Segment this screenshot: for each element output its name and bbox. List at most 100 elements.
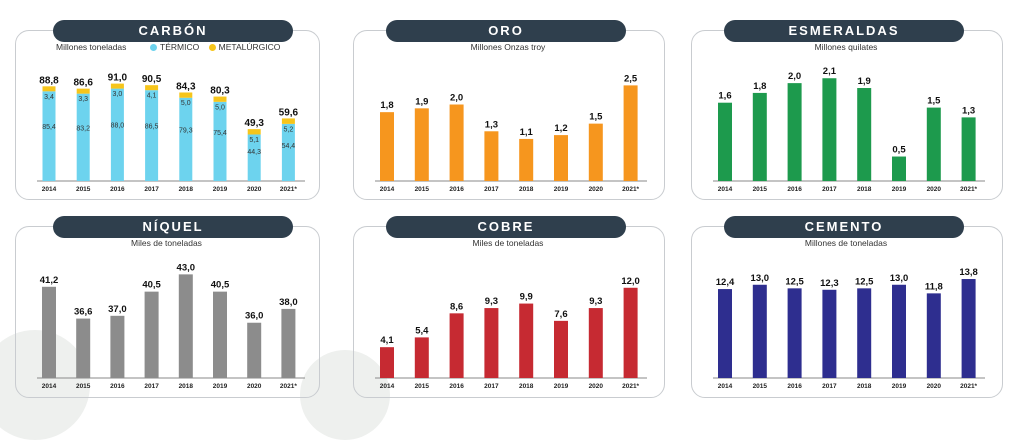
bar <box>787 288 802 378</box>
bar <box>588 308 603 378</box>
data-label: 1,3 <box>962 105 975 116</box>
data-label: 1,8 <box>753 81 766 92</box>
bar-metalurgico <box>179 92 193 98</box>
bar <box>623 287 638 378</box>
bar-metalurgico <box>110 83 124 89</box>
data-label-metalurgico: 3,3 <box>78 96 88 103</box>
chart-cemento: 2014 12,4 2015 13,0 2016 12,5 2017 12,3 2018 12,5… <box>713 267 985 390</box>
chart-title-cemento: CEMENTO <box>724 216 964 238</box>
x-tick-label: 2015 <box>753 383 768 390</box>
bar <box>718 289 732 378</box>
bar <box>380 112 394 181</box>
bar-metalurgico <box>281 118 295 124</box>
bar <box>247 322 262 378</box>
chart-unit-oro: Millones Onzas troy <box>470 42 546 52</box>
x-tick-label: 2021* <box>960 186 977 193</box>
data-label-metalurgico: 5,2 <box>284 126 294 133</box>
x-tick-label: 2016 <box>787 186 802 193</box>
bar-termico <box>213 101 227 181</box>
bar <box>144 291 159 378</box>
bar <box>449 104 464 181</box>
data-label: 1,6 <box>718 91 731 102</box>
x-tick-label: 2019 <box>554 383 569 390</box>
data-label-metalurgico: 5,0 <box>215 104 225 111</box>
bar <box>961 279 976 378</box>
bar-termico <box>110 88 124 181</box>
x-tick-label: 2016 <box>449 186 464 193</box>
data-label: 13,0 <box>751 273 770 284</box>
data-label-termico: 54,4 <box>282 143 296 150</box>
legend-swatch-termico <box>150 43 157 51</box>
bar <box>484 131 499 181</box>
x-tick-label: 2015 <box>76 186 91 193</box>
data-label-termico: 44,3 <box>247 149 261 156</box>
data-label: 1,9 <box>415 96 428 107</box>
bar-termico <box>247 134 261 181</box>
data-label: 40,5 <box>142 280 161 291</box>
data-label: 7,6 <box>554 309 567 320</box>
x-tick-label: 2020 <box>927 383 942 390</box>
data-label: 0,5 <box>892 145 906 156</box>
chart-unit-cobre: Miles de toneladas <box>472 238 544 248</box>
data-label-total: 59,6 <box>279 107 299 118</box>
x-tick-label: 2014 <box>380 383 395 390</box>
bar <box>588 123 603 181</box>
data-label: 2,1 <box>823 66 837 77</box>
data-label: 1,5 <box>589 112 603 123</box>
chart-unit-esmeraldas: Millones quilates <box>814 42 878 52</box>
chart-cobre: 2014 4,1 2015 5,4 2016 8,6 2017 9,3 2018 9,9 2019 7… <box>375 276 647 390</box>
x-tick-label: 2021* <box>960 383 977 390</box>
data-label: 41,2 <box>40 275 59 286</box>
x-tick-label: 2021* <box>622 383 639 390</box>
bar <box>752 284 767 378</box>
x-tick-label: 2014 <box>42 186 57 193</box>
x-tick-label: 2015 <box>753 186 768 193</box>
x-tick-label: 2017 <box>822 186 837 193</box>
bar <box>380 347 394 378</box>
data-label-total: 49,3 <box>244 118 264 129</box>
bar-termico <box>42 91 56 181</box>
data-label: 13,8 <box>959 267 978 278</box>
bar <box>926 293 941 378</box>
bar <box>519 303 534 378</box>
data-label-termico: 86,5 <box>145 123 159 130</box>
data-label-termico: 85,4 <box>42 124 56 131</box>
bar <box>926 107 941 181</box>
bar-metalurgico <box>213 96 227 102</box>
x-tick-label: 2019 <box>892 186 907 193</box>
data-label-total: 86,6 <box>73 78 93 89</box>
data-label-metalurgico: 3,4 <box>44 94 54 101</box>
chart-unit-niquel: Miles de toneladas <box>131 238 202 248</box>
chart-title-carbon: CARBÓN <box>53 20 293 42</box>
data-label-total: 88,8 <box>39 75 59 86</box>
bar <box>787 83 802 181</box>
chart-carbon: 2014 85,4 3,4 88,8 2015 83,2 3,3 86,6 2016 88,0 3,… <box>37 73 305 193</box>
bar <box>178 274 193 378</box>
x-tick-label: 2018 <box>519 383 534 390</box>
data-label: 1,9 <box>858 76 871 87</box>
legend-swatch-metalurgico <box>208 43 216 51</box>
x-tick-label: 2021* <box>280 186 297 193</box>
data-label-total: 80,3 <box>210 86 230 97</box>
data-label: 12,3 <box>820 278 839 289</box>
x-tick-label: 2017 <box>484 383 499 390</box>
x-tick-label: 2014 <box>718 186 733 193</box>
x-tick-label: 2020 <box>589 383 604 390</box>
data-label: 12,5 <box>785 276 804 287</box>
data-label: 38,0 <box>279 297 298 308</box>
data-label-metalurgico: 4,1 <box>147 93 157 100</box>
x-tick-label: 2016 <box>110 383 125 390</box>
x-tick-label: 2016 <box>787 383 802 390</box>
x-tick-label: 2014 <box>42 383 57 390</box>
chart-unit-carbon: Millones toneladas <box>56 42 127 52</box>
data-label: 13,0 <box>890 273 909 284</box>
data-label: 9,3 <box>485 296 498 307</box>
chart-title-oro: ORO <box>386 20 626 42</box>
data-label: 11,8 <box>925 281 943 292</box>
data-label: 1,5 <box>927 96 941 107</box>
data-label-total: 84,3 <box>176 81 196 92</box>
chart-title-esmeraldas: ESMERALDAS <box>724 20 964 42</box>
bar-metalurgico <box>42 86 56 92</box>
bar-termico <box>281 123 295 181</box>
data-label: 37,0 <box>108 304 127 315</box>
